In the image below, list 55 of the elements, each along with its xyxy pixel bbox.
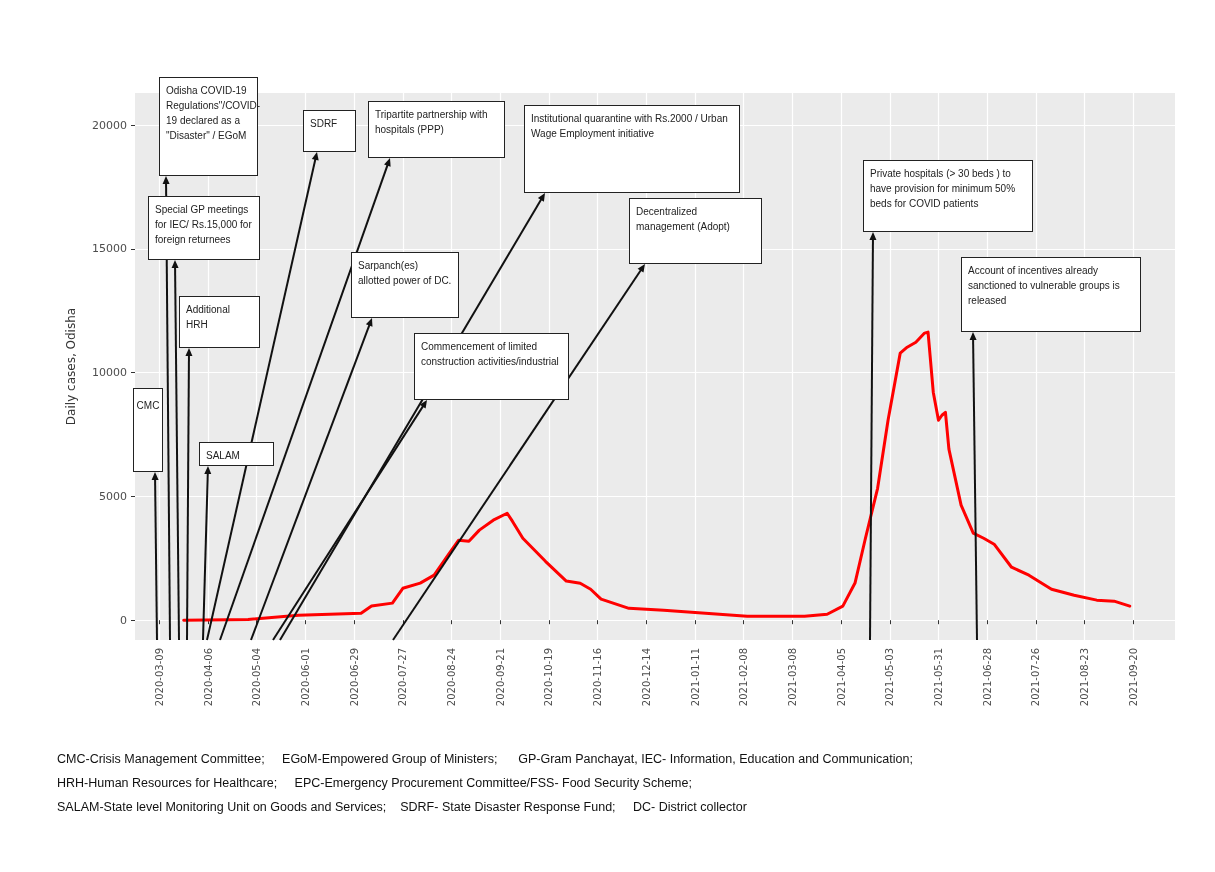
x-tick-label: 2021-07-26 [1030,648,1042,707]
note-box: SDRF [303,110,356,152]
note-box: Decentralized management (Adopt) [629,198,762,264]
annotation: Institutional quarantine with Rs.2000 / Urban Wage Employment initiative [531,113,728,139]
annotation: Tripartite partnership with hospitals (PPP) [375,109,488,135]
annotation: SDRF [310,118,338,129]
annotation: Special GP meetings for IEC/ Rs.15,000 for foreign returnees [155,204,252,245]
note-box: SALAM [199,442,274,466]
x-tick-label: 2020-10-19 [543,648,555,707]
annotation: CMC [136,400,160,411]
note-box: Additional HRH [179,296,260,348]
x-tick-label: 2021-03-08 [786,648,798,707]
x-tick-label: 2021-06-28 [981,648,993,707]
x-tick-label: 2021-08-23 [1079,648,1091,707]
y-tick-label: 15000 [92,242,127,256]
x-tick-label: 2020-05-04 [251,648,263,707]
note-box: CMC [133,388,163,472]
x-tick-label: 2021-02-08 [738,648,750,707]
annotation: SALAM [206,450,240,461]
annotation: Account of incentives already sanctioned to vulnerable groups is released [968,265,1120,306]
annotation: Private hospitals (> 30 beds ) to have provision for minimum 50% beds for COVID patients [870,168,1016,209]
x-tick-label: 2020-07-27 [397,648,409,707]
y-tick-label: 5000 [99,489,127,503]
note-box: Private hospitals (> 30 beds ) to have provision for minimum 50% beds for COVID patients [863,160,1033,232]
x-tick-label: 2021-09-20 [1127,648,1139,707]
note-box: Sarpanch(es) allotted power of DC. [351,252,459,318]
annotation: Sarpanch(es) allotted power of DC. [358,260,452,286]
x-tick-label: 2020-11-16 [592,648,604,707]
note-box: Commencement of limited construction activities/industrial [414,333,569,400]
note-box: Special GP meetings for IEC/ Rs.15,000 for foreign returnees [148,196,260,260]
y-tick-label: 0 [120,613,127,627]
text: SALAM-State level Monitoring Unit on Goods and Services; SDRF- State Disaster Response Fund; DC- District collector [57,800,747,814]
note-box: Institutional quarantine with Rs.2000 / Urban Wage Employment initiative [524,105,740,193]
y-tick-label: 20000 [92,118,127,132]
annotation: Decentralized management (Adopt) [636,206,730,232]
y-tick-label: 10000 [92,366,127,380]
x-tick-label: 2020-06-01 [299,648,311,707]
x-tick-label: 2021-01-11 [689,648,701,707]
note-box: Tripartite partnership with hospitals (PPP) [368,101,505,158]
x-tick-label: 2020-09-21 [494,648,506,707]
annotation: Commencement of limited construction activities/industrial [421,341,559,367]
note-box: Account of incentives already sanctioned to vulnerable groups is released [961,257,1141,332]
x-tick-label: 2020-12-14 [640,648,652,707]
x-tick-label: 2020-08-24 [446,648,458,707]
line-series [182,330,1132,622]
x-tick-label: 2020-03-09 [153,648,165,707]
x-tick-label: 2021-05-03 [884,648,896,707]
text: CMC-Crisis Management Committee; EGoM-Empowered Group of Ministers; GP-Gram Panchayat, IEC- Information, Education and Communication; [57,752,913,766]
x-tick-label: 2021-04-05 [835,648,847,707]
text: HRH-Human Resources for Healthcare; EPC-Emergency Procurement Committee/FSS- Food Security Scheme; [57,776,692,790]
y-axis-title: Daily cases, Odisha [64,307,78,426]
x-tick-label: 2020-04-06 [202,648,214,707]
annotation: Additional HRH [186,304,230,330]
x-tick-label: 2020-06-29 [348,648,360,707]
x-tick-label: 2021-05-31 [932,648,944,707]
